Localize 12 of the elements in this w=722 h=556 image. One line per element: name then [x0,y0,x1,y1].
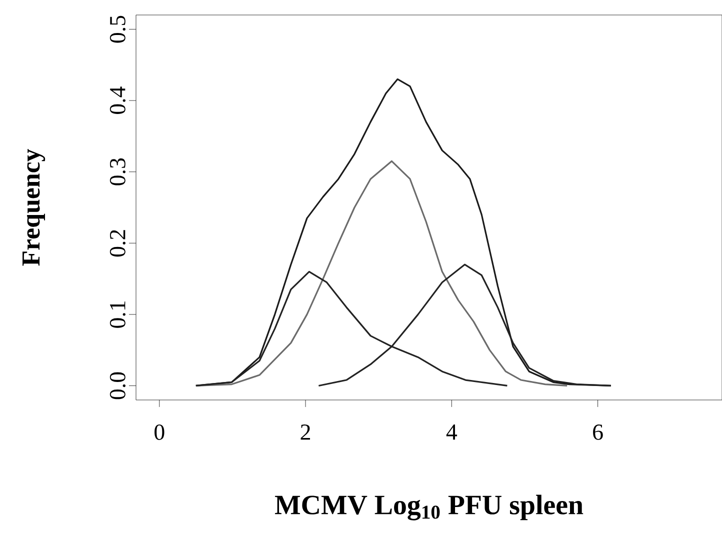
y-tick-label: 0.0 [110,372,126,400]
x-tick-label: 4 [446,424,458,440]
x-axis-title: MCMV Log$_{10}$ PFU spleen [274,494,584,520]
y-tick-label: 0.3 [110,158,126,186]
x-tick-label: 2 [300,424,310,440]
y-tick-label: 0.1 [110,301,126,328]
y-tick-label: 0.2 [110,230,126,257]
x-tick-label: 0 [154,424,164,440]
y-tick-label: 0.5 [110,16,126,43]
x-tick-label: 6 [593,424,603,440]
y-tick-label: 0.4 [110,86,126,114]
y-axis-title: Frequency [22,148,46,266]
